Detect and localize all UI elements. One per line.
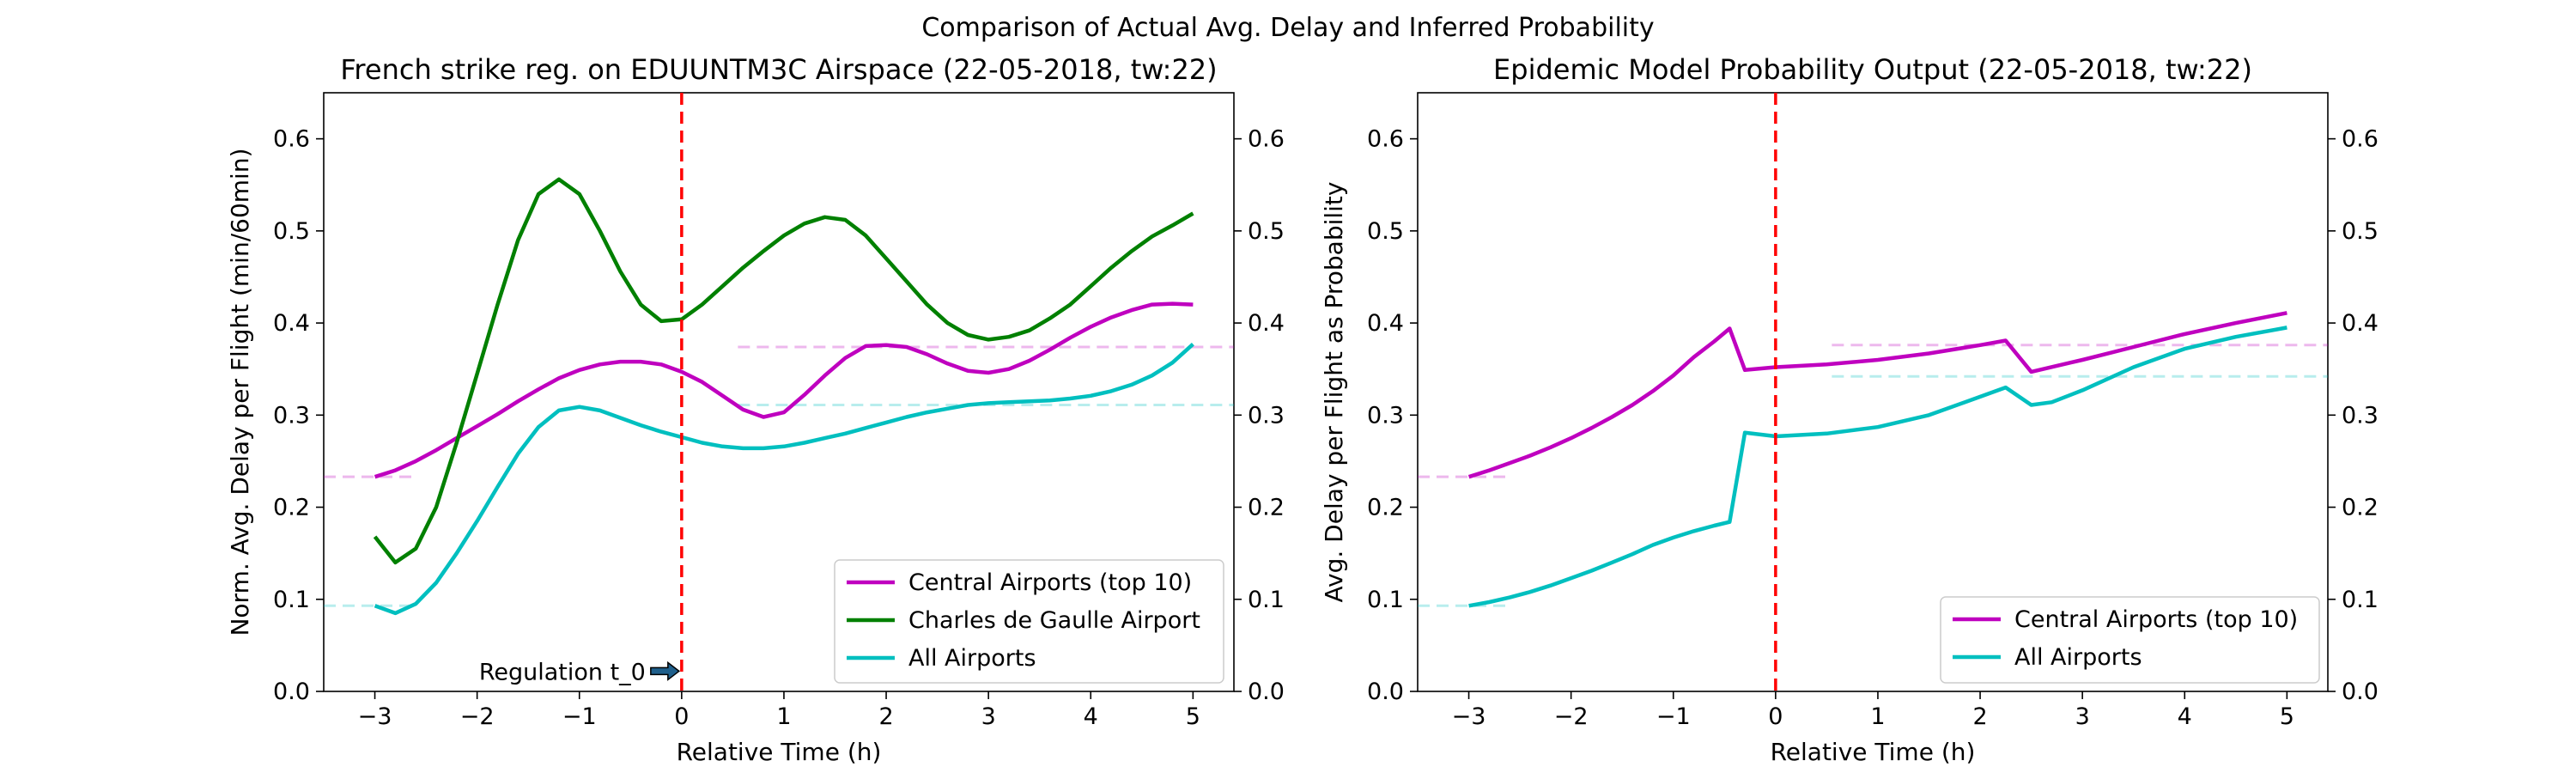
x-tick-label: 4 — [1084, 703, 1098, 730]
y-tick-label-right: 0.6 — [1248, 126, 1285, 153]
x-tick-label: −2 — [1554, 703, 1589, 730]
x-tick-label: −2 — [460, 703, 495, 730]
y-tick-label-right: 0.3 — [2342, 402, 2379, 429]
legend-label: All Airports — [908, 645, 1036, 672]
y-tick-label: 0.1 — [273, 587, 310, 613]
y-tick-label: 0.0 — [1367, 679, 1404, 705]
y-tick-label-right: 0.4 — [1248, 310, 1285, 337]
y-tick-label-right: 0.5 — [1248, 218, 1285, 245]
y-tick-label: 0.1 — [1367, 587, 1404, 613]
y-tick-label-right: 0.4 — [2342, 310, 2379, 337]
x-tick-label: 0 — [1768, 703, 1783, 730]
y-tick-label: 0.0 — [273, 679, 310, 705]
y-tick-label: 0.4 — [1367, 310, 1404, 337]
y-tick-label: 0.2 — [1367, 495, 1404, 521]
y-tick-label: 0.5 — [273, 218, 310, 245]
series-line — [1467, 311, 2287, 479]
x-tick-label: −3 — [1452, 703, 1486, 730]
chart-title: French strike reg. on EDUUNTM3C Airspace… — [340, 53, 1217, 86]
y-axis-label: Norm. Avg. Delay per Flight (min/60min) — [226, 148, 254, 636]
x-tick-label: 3 — [981, 703, 996, 730]
chart-right: Epidemic Model Probability Output (22-05… — [1320, 53, 2379, 766]
legend-label: Central Airports (top 10) — [2014, 606, 2298, 633]
regulation-annotation: Regulation t_0 — [479, 659, 646, 685]
y-tick-label: 0.2 — [273, 495, 310, 521]
x-tick-label: 2 — [1972, 703, 1987, 730]
legend-label: All Airports — [2014, 644, 2142, 671]
x-tick-label: −3 — [358, 703, 392, 730]
x-axis-label: Relative Time (h) — [677, 738, 882, 766]
series-line — [374, 301, 1194, 479]
x-tick-label: −1 — [562, 703, 597, 730]
x-axis-label: Relative Time (h) — [1771, 738, 1976, 766]
y-tick-label: 0.5 — [1367, 218, 1404, 245]
legend-label: Charles de Gaulle Airport — [908, 607, 1200, 634]
x-tick-label: −1 — [1656, 703, 1691, 730]
figure-suptitle: Comparison of Actual Avg. Delay and Infe… — [921, 13, 1654, 43]
y-tick-label-right: 0.0 — [1248, 679, 1285, 705]
chart-left: French strike reg. on EDUUNTM3C Airspace… — [226, 53, 1285, 766]
y-tick-label-right: 0.3 — [1248, 402, 1285, 429]
y-tick-label: 0.6 — [1367, 126, 1404, 153]
regulation-arrow — [650, 660, 681, 681]
x-tick-label: 2 — [878, 703, 893, 730]
axes-frame — [323, 92, 1235, 692]
y-tick-label-right: 0.1 — [2342, 587, 2379, 613]
x-tick-label: 5 — [1186, 703, 1200, 730]
y-tick-label-right: 0.2 — [2342, 495, 2379, 521]
x-tick-label: 1 — [1870, 703, 1885, 730]
y-tick-label-right: 0.6 — [2342, 126, 2379, 153]
y-tick-label: 0.3 — [1367, 402, 1404, 429]
y-axis-label: Avg. Delay per Flight as Probability — [1320, 182, 1348, 603]
x-tick-label: 3 — [2075, 703, 2090, 730]
y-tick-label-right: 0.1 — [1248, 587, 1285, 613]
legend-label: Central Airports (top 10) — [908, 569, 1192, 596]
x-tick-label: 1 — [776, 703, 791, 730]
x-tick-label: 4 — [2178, 703, 2192, 730]
series-line — [373, 177, 1194, 565]
y-tick-label: 0.4 — [273, 310, 310, 337]
y-tick-label-right: 0.0 — [2342, 679, 2379, 705]
y-tick-label: 0.6 — [273, 126, 310, 153]
series-line — [374, 343, 1194, 616]
chart-title: Epidemic Model Probability Output (22-05… — [1493, 53, 2252, 86]
x-tick-label: 0 — [674, 703, 689, 730]
y-tick-label: 0.3 — [273, 402, 310, 429]
series-line — [1468, 326, 2287, 608]
y-tick-label-right: 0.2 — [1248, 495, 1285, 521]
axes-frame — [1417, 92, 2329, 692]
legend-box — [834, 559, 1224, 684]
legend-box — [1940, 596, 2320, 684]
x-tick-label: 5 — [2280, 703, 2294, 730]
y-tick-label-right: 0.5 — [2342, 218, 2379, 245]
